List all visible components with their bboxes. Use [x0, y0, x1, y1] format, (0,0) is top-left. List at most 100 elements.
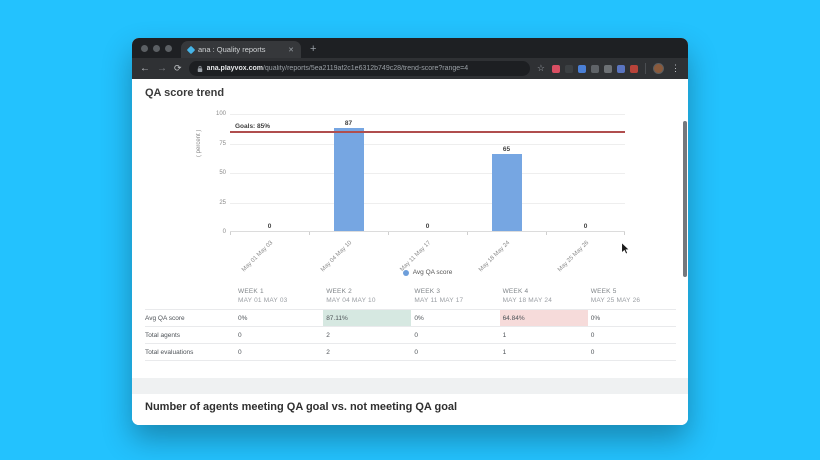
goal-line [230, 130, 625, 133]
x-axis-tick [388, 232, 389, 235]
legend-dot-icon [402, 269, 409, 276]
tab-close-icon[interactable]: ✕ [288, 46, 294, 54]
bar-value-label: 65 [502, 146, 511, 154]
y-axis-tick-label: 75 [219, 140, 226, 147]
window-zoom-button[interactable] [165, 44, 172, 52]
section2-title: Number of agents meeting QA goal vs. not… [145, 401, 458, 413]
table-cell: 0 [235, 326, 324, 344]
week-dates: MAY 01 MAY 03 [238, 297, 288, 304]
y-axis-tick-label: 50 [219, 170, 226, 176]
bar-week-4 [491, 154, 522, 231]
table-row: Total agents 0 2 0 1 0 [145, 326, 676, 344]
table-cell: 0 [411, 326, 500, 344]
extension-icon-1[interactable] [552, 64, 560, 73]
table-week-header: WEEK 5 MAY 25 MAY 26 [588, 285, 676, 310]
y-axis-ticks: 0 25 50 75 100 [208, 111, 226, 235]
week-dates: MAY 25 MAY 26 [590, 297, 641, 304]
forward-icon[interactable]: → [157, 62, 167, 74]
extension-icon-4[interactable] [591, 64, 599, 73]
extension-icon-3[interactable] [578, 64, 586, 73]
x-axis-tick [309, 232, 310, 235]
x-axis-tick [624, 232, 625, 235]
bar-value-label: 0 [583, 223, 588, 230]
extension-icon-6[interactable] [617, 64, 625, 73]
extension-icon-7[interactable] [630, 64, 638, 73]
x-axis-tick [467, 232, 468, 235]
y-axis-tick-label: 25 [219, 199, 226, 206]
table-row: Avg QA score 0% 87.11% 0% 64.84% 0% [145, 309, 676, 327]
x-axis-tick [546, 232, 547, 235]
table-row: Total evaluations 0 2 0 1 0 [145, 343, 676, 361]
browser-window: ana : Quality reports ✕ + ← → ⟳ ana.play… [132, 38, 688, 425]
gridline [230, 173, 625, 174]
chart-legend[interactable]: Avg QA score [230, 269, 625, 276]
bar-value-label: 0 [267, 223, 272, 230]
new-tab-button[interactable]: + [310, 43, 317, 55]
week-dates: MAY 04 MAY 10 [326, 297, 376, 304]
url-text: ana.playvox.com/quality/reports/5ea2119a… [207, 65, 469, 72]
table-cell: 0 [235, 343, 324, 361]
gridline [230, 202, 625, 204]
table-cell: 0 [587, 326, 676, 344]
table-cell: 0 [587, 343, 676, 361]
window-minimize-button[interactable] [153, 44, 160, 52]
week-label: WEEK 5 [590, 288, 617, 295]
row-label: Avg QA score [145, 309, 235, 327]
y-axis-tick-label: 0 [222, 229, 226, 235]
table-cell: 2 [323, 343, 412, 361]
table-week-header: WEEK 2 MAY 04 MAY 10 [323, 285, 411, 310]
x-axis-tick [230, 232, 231, 235]
browser-menu-icon[interactable]: ⋮ [671, 63, 680, 73]
section-divider [132, 378, 688, 394]
table-cell: 0 [411, 343, 500, 361]
tab-title: ana : Quality reports [198, 45, 266, 54]
week-label: WEEK 1 [238, 288, 264, 295]
table-cell: 2 [323, 326, 412, 344]
table-header-row: WEEK 1 MAY 01 MAY 03 WEEK 2 MAY 04 MAY 10 WE… [145, 285, 676, 310]
back-icon[interactable]: ← [140, 62, 150, 74]
url-domain: ana.playvox.com [206, 65, 263, 72]
week-dates: MAY 11 MAY 17 [414, 297, 464, 304]
lock-icon [197, 65, 202, 72]
row-label: Total evaluations [145, 343, 235, 361]
table-cell: 1 [499, 326, 588, 344]
toolbar-divider [645, 63, 646, 74]
browser-tab[interactable]: ana : Quality reports ✕ [181, 41, 301, 58]
mouse-cursor [621, 242, 631, 255]
week-dates: MAY 18 MAY 24 [502, 297, 553, 304]
table-week-header: WEEK 4 MAY 18 MAY 24 [500, 285, 588, 310]
table-cell: 0% [411, 309, 500, 327]
bar-week-2 [333, 128, 364, 231]
row-label: Total agents [145, 326, 235, 344]
extension-icon-5[interactable] [604, 64, 612, 73]
bar-value-label: 0 [425, 223, 430, 230]
profile-avatar[interactable] [653, 63, 664, 74]
table-cell: 87.11% [323, 309, 412, 327]
gridline [230, 143, 625, 145]
weekly-summary-table: WEEK 1 MAY 01 MAY 03 WEEK 2 MAY 04 MAY 10 WE… [145, 285, 676, 361]
table-cell: 64.84% [499, 309, 588, 327]
legend-label: Avg QA score [412, 269, 453, 276]
week-label: WEEK 3 [414, 288, 441, 295]
page-scrollbar[interactable] [683, 121, 687, 277]
tab-strip: ana : Quality reports ✕ + [132, 38, 688, 58]
reload-icon[interactable]: ⟳ [174, 63, 182, 73]
y-axis-tick-label: 100 [215, 111, 226, 117]
extensions-area [552, 64, 638, 73]
table-cell: 0% [587, 309, 676, 327]
gridline [230, 114, 625, 115]
goal-label: Goals: 85% [235, 122, 271, 130]
table-cell: 0% [235, 309, 324, 327]
qa-score-trend-chart: 0 May 01 May 03 87 May 04 May 10 0 May 11 May… [230, 114, 625, 273]
page-title: QA score trend [145, 87, 225, 99]
table-cell: 1 [499, 343, 588, 361]
y-axis-title: ( percent ) [196, 129, 202, 157]
window-close-button[interactable] [141, 44, 148, 52]
bookmark-star-icon[interactable]: ☆ [536, 63, 545, 73]
extension-icon-2[interactable] [565, 64, 573, 73]
address-bar[interactable]: ana.playvox.com/quality/reports/5ea2119a… [188, 61, 530, 76]
week-label: WEEK 2 [326, 288, 352, 295]
table-corner-cell [145, 285, 235, 310]
